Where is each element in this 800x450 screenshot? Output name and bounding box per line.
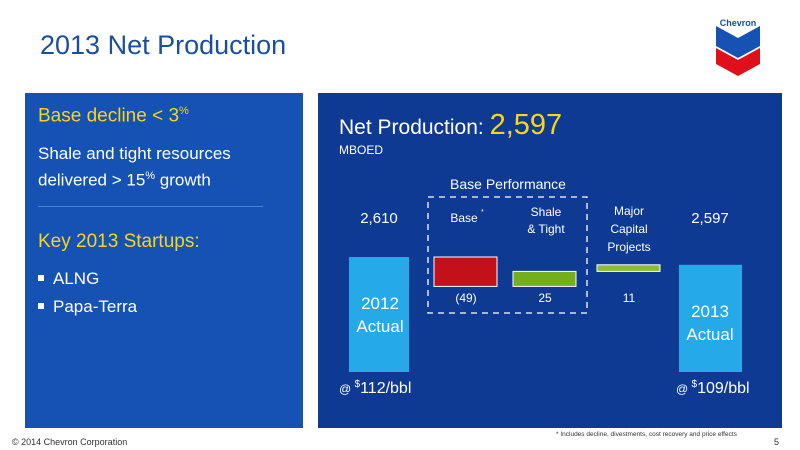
category-label: Capital bbox=[610, 222, 647, 236]
data-label: 2,610 bbox=[360, 210, 398, 227]
left-panel: Base decline < 3% Shale and tight resour… bbox=[25, 93, 303, 428]
data-label: 2,597 bbox=[691, 210, 729, 227]
bullet-icon bbox=[38, 302, 44, 309]
chart-unit: MBOED bbox=[339, 143, 383, 157]
chart-marks: 2,610 (49) 25 11 2,597 2012 Actual 2013 Actual Ba… bbox=[339, 204, 750, 397]
list-item: ALNG bbox=[38, 265, 137, 293]
price-label: @ $112/bbl bbox=[339, 379, 411, 397]
data-label: (49) bbox=[455, 291, 476, 305]
base-decline-heading: Base decline < 3% bbox=[38, 105, 189, 127]
page-title: 2013 Net Production bbox=[40, 30, 287, 60]
startups-heading: Key 2013 Startups: bbox=[38, 231, 200, 252]
shale-growth-text: Shale and tight resources delivered > 15… bbox=[38, 144, 231, 190]
bar bbox=[349, 257, 409, 372]
category-label: Actual bbox=[686, 325, 733, 344]
divider bbox=[38, 206, 263, 207]
data-label: 25 bbox=[538, 291, 552, 305]
copyright: © 2014 Chevron Corporation bbox=[12, 437, 128, 447]
category-label: 2013 bbox=[691, 302, 729, 321]
page-number: 5 bbox=[774, 437, 780, 447]
base-performance-box bbox=[427, 196, 588, 314]
category-label: Major bbox=[614, 204, 644, 218]
category-label: Shale bbox=[531, 205, 562, 219]
footnote: * Includes decline, divestments, cost re… bbox=[556, 431, 737, 438]
bar bbox=[512, 270, 577, 287]
category-label: Base bbox=[450, 211, 478, 225]
chart-title: Net Production: 2,597 bbox=[339, 109, 562, 141]
chevron-logo bbox=[716, 26, 760, 76]
group-label: Base Performance bbox=[450, 176, 566, 192]
bar bbox=[433, 256, 498, 287]
bar bbox=[596, 264, 661, 272]
bullet-icon bbox=[38, 274, 44, 281]
bar bbox=[679, 264, 742, 372]
price-label: @ $109/bbl bbox=[676, 379, 750, 397]
category-label: 2012 bbox=[361, 294, 399, 313]
data-label: 11 bbox=[623, 291, 636, 305]
category-label: & Tight bbox=[527, 222, 565, 236]
category-label: Projects bbox=[607, 240, 650, 254]
footnote-marker: * bbox=[481, 209, 484, 216]
category-label: Actual bbox=[356, 317, 403, 336]
logo-text: Chevron bbox=[719, 18, 757, 28]
list-item: Papa-Terra bbox=[38, 293, 137, 321]
startups-list: ALNG Papa-Terra bbox=[38, 265, 137, 321]
